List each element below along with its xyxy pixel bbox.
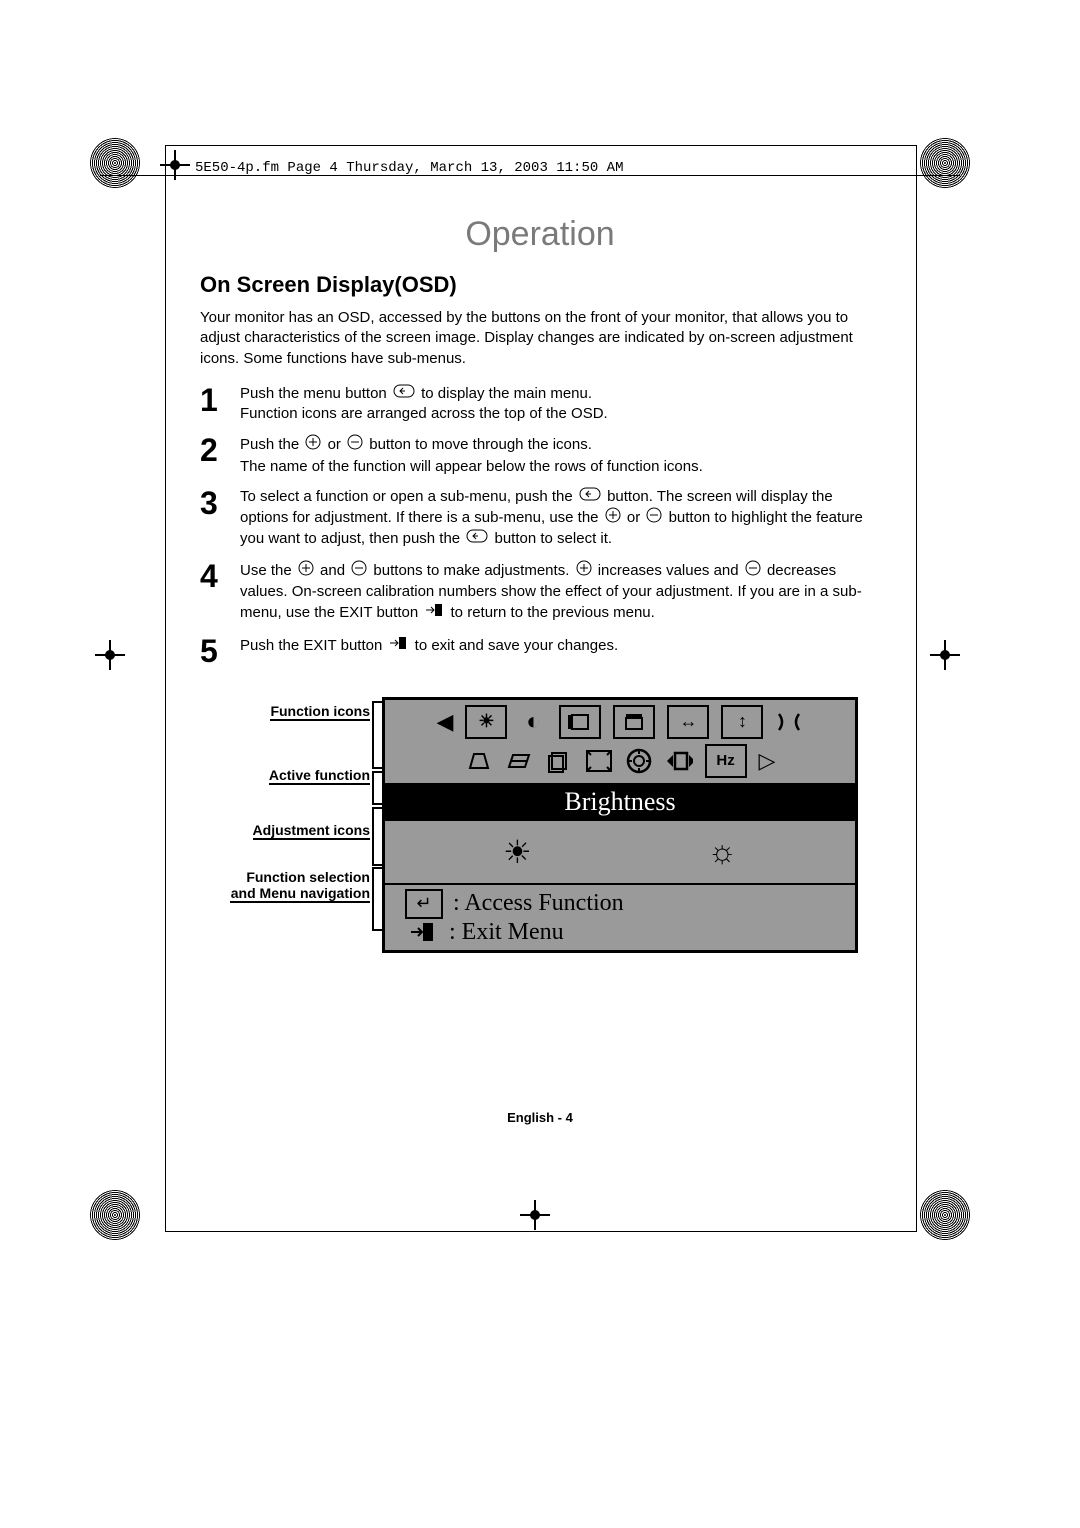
intro-text: Your monitor has an OSD, accessed by the… bbox=[200, 308, 880, 369]
brightness-icon: ☀ bbox=[465, 705, 507, 739]
section-heading: On Screen Display(OSD) bbox=[200, 272, 880, 298]
arrow-right-icon: ▷ bbox=[759, 748, 776, 774]
enter-icon: ↵ bbox=[405, 889, 443, 919]
contrast-icon: ◐ bbox=[519, 708, 547, 736]
osd-diagram: Function icons Active function Adjustmen… bbox=[200, 697, 880, 997]
v-size-icon: ↕ bbox=[721, 705, 763, 739]
step-text: Push the or button to move through the i… bbox=[240, 434, 880, 477]
page-footer: English - 4 bbox=[0, 1110, 1080, 1125]
plus-button-icon bbox=[605, 507, 621, 529]
step-1: 1 Push the menu button to display the ma… bbox=[200, 384, 880, 425]
brightness-high-icon: ☀ bbox=[503, 833, 532, 871]
bracket bbox=[372, 867, 382, 931]
exit-button-icon bbox=[388, 635, 408, 657]
page: 5E50-4p.fm Page 4 Thursday, March 13, 20… bbox=[0, 0, 1080, 1528]
h-position-icon bbox=[559, 705, 601, 739]
page-title: Operation bbox=[200, 215, 880, 254]
recall-icon bbox=[665, 747, 693, 775]
menu-button-icon bbox=[579, 487, 601, 507]
reg-cross-left bbox=[95, 640, 125, 670]
label-adjustment-icons: Adjustment icons bbox=[253, 822, 370, 840]
plus-button-icon bbox=[576, 560, 592, 582]
label-selection-nav: Function selection and Menu navigation bbox=[230, 869, 370, 903]
step-text: Push the menu button to display the main… bbox=[240, 384, 880, 425]
parallelogram-icon bbox=[505, 747, 533, 775]
step-2: 2 Push the or button to move through the… bbox=[200, 434, 880, 477]
osd-nav-exit: : Exit Menu bbox=[405, 919, 835, 946]
degauss-icon bbox=[625, 747, 653, 775]
reg-mark-tr bbox=[920, 138, 970, 188]
minus-button-icon bbox=[646, 507, 662, 529]
step-number: 4 bbox=[200, 560, 240, 625]
v-position-icon bbox=[613, 705, 655, 739]
minus-button-icon bbox=[351, 560, 367, 582]
frequency-icon: Hz bbox=[705, 744, 747, 778]
plus-button-icon bbox=[305, 434, 321, 456]
menu-button-icon bbox=[466, 529, 488, 549]
step-5: 5 Push the EXIT button to exit and save … bbox=[200, 635, 880, 667]
h-size-icon: ↔ bbox=[667, 705, 709, 739]
rotation-icon bbox=[545, 747, 573, 775]
step-3: 3 To select a function or open a sub-men… bbox=[200, 487, 880, 550]
trapezoid-icon bbox=[465, 747, 493, 775]
reg-mark-tl bbox=[90, 138, 140, 188]
label-active-function: Active function bbox=[269, 767, 370, 785]
step-text: Use the and buttons to make adjustments.… bbox=[240, 560, 880, 625]
osd-adjust-row: ☀ ☼ bbox=[385, 821, 855, 885]
bracket bbox=[372, 771, 382, 805]
step-number: 1 bbox=[200, 384, 240, 425]
step-text: Push the EXIT button to exit and save yo… bbox=[240, 635, 880, 667]
step-4: 4 Use the and buttons to make adjustment… bbox=[200, 560, 880, 625]
osd-panel: ◀ ☀ ◐ ↔ ↕ Hz ▷ bbox=[382, 697, 858, 953]
reg-mark-br bbox=[920, 1190, 970, 1240]
content: Operation On Screen Display(OSD) Your mo… bbox=[200, 215, 880, 997]
osd-active-function: Brightness bbox=[385, 783, 855, 821]
step-number: 2 bbox=[200, 434, 240, 477]
brightness-low-icon: ☼ bbox=[708, 833, 737, 870]
page-meta: 5E50-4p.fm Page 4 Thursday, March 13, 20… bbox=[195, 160, 623, 176]
exit-icon bbox=[405, 921, 439, 943]
minus-button-icon bbox=[745, 560, 761, 582]
osd-icon-row-2: Hz ▷ bbox=[385, 744, 855, 783]
pincushion-icon bbox=[775, 708, 803, 736]
menu-button-icon bbox=[393, 384, 415, 404]
osd-nav-access: ↵ : Access Function bbox=[405, 889, 835, 919]
minus-button-icon bbox=[347, 434, 363, 456]
arrow-left-icon: ◀ bbox=[437, 709, 454, 735]
step-number: 5 bbox=[200, 635, 240, 667]
reg-mark-bl bbox=[90, 1190, 140, 1240]
plus-button-icon bbox=[298, 560, 314, 582]
exit-button-icon bbox=[424, 602, 444, 624]
osd-icon-row-1: ◀ ☀ ◐ ↔ ↕ bbox=[385, 700, 855, 744]
step-number: 3 bbox=[200, 487, 240, 550]
bracket bbox=[372, 701, 382, 769]
zoom-icon bbox=[585, 747, 613, 775]
osd-nav: ↵ : Access Function : Exit Menu bbox=[385, 885, 855, 950]
reg-cross-right bbox=[930, 640, 960, 670]
label-function-icons: Function icons bbox=[270, 703, 370, 721]
step-text: To select a function or open a sub-menu,… bbox=[240, 487, 880, 550]
bracket bbox=[372, 807, 382, 866]
